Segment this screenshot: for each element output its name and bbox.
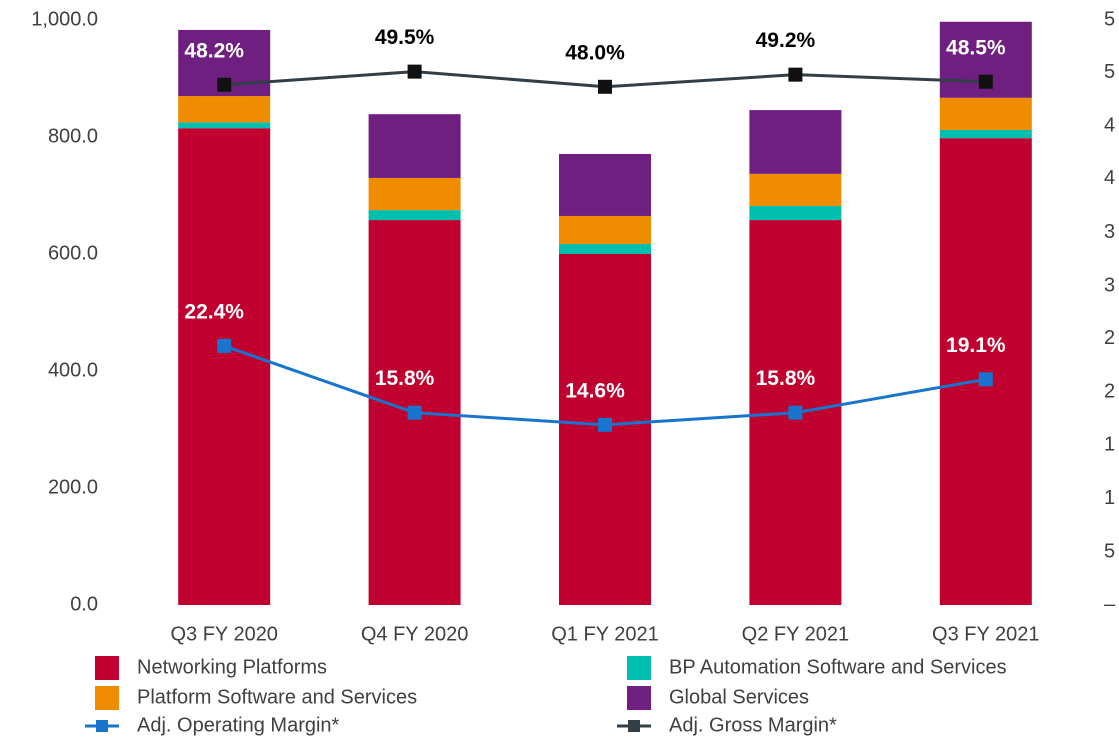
line-marker <box>217 338 232 353</box>
bar-segment <box>368 177 461 211</box>
legend-swatch <box>627 656 651 680</box>
y2-tick-label: 5 <box>1104 8 1115 30</box>
data-label: 14.6% <box>565 379 625 402</box>
line-marker <box>598 417 612 432</box>
legend-label: Platform Software and Services <box>137 686 417 708</box>
bar-segment <box>178 128 271 605</box>
data-label: 48.2% <box>184 39 244 62</box>
y-tick-label: 0.0 <box>70 593 98 615</box>
legend-swatch <box>627 686 651 710</box>
y-tick-label: 1,000.0 <box>31 8 98 30</box>
bar-segment <box>749 173 842 207</box>
bar-segment <box>368 210 461 221</box>
data-label: 15.8% <box>375 367 435 390</box>
x-tick-label: Q3 FY 2020 <box>170 623 277 645</box>
line-marker <box>788 405 803 420</box>
data-label: 48.5% <box>946 36 1006 59</box>
line-marker <box>407 64 422 79</box>
y2-tick-label: 1 <box>1104 433 1115 455</box>
legend-label: Adj. Gross Margin* <box>669 714 837 736</box>
line-marker <box>788 67 803 82</box>
y2-tick-label: 4 <box>1104 115 1115 137</box>
bar-segment <box>559 153 651 216</box>
bar-segment <box>749 206 842 221</box>
y-tick-label: 600.0 <box>48 242 98 264</box>
legend-label: Adj. Operating Margin* <box>137 714 340 736</box>
x-tick-label: Q1 FY 2021 <box>551 623 658 645</box>
y2-tick-label: – <box>1104 593 1116 615</box>
bar-segment <box>939 138 1032 606</box>
y2-tick-label: 1 <box>1104 487 1115 509</box>
bar-segment <box>939 97 1032 130</box>
legend-label: BP Automation Software and Services <box>669 656 1007 678</box>
y2-tick-label: 3 <box>1104 274 1115 296</box>
bar-segment <box>178 96 271 123</box>
legend-marker <box>628 720 640 732</box>
legend-swatch <box>95 686 119 710</box>
line-marker <box>217 77 232 92</box>
bar-segment <box>559 244 651 254</box>
bar-segment <box>368 114 461 178</box>
data-label: 49.2% <box>756 29 816 52</box>
data-label: 22.4% <box>184 300 244 323</box>
y2-tick-label: 4 <box>1104 167 1115 189</box>
legend-swatch <box>95 656 119 680</box>
line-marker <box>978 372 993 387</box>
y2-tick-label: 5 <box>1104 61 1115 83</box>
data-label: 19.1% <box>946 334 1006 357</box>
y-tick-label: 800.0 <box>48 125 98 147</box>
y2-tick-label: 2 <box>1104 327 1115 349</box>
x-tick-label: Q4 FY 2020 <box>361 623 468 645</box>
y2-tick-label: 3 <box>1104 221 1115 243</box>
legend-marker <box>96 720 108 732</box>
bar-segment <box>178 122 271 129</box>
legend-label: Networking Platforms <box>137 656 327 678</box>
data-label: 15.8% <box>756 367 816 390</box>
line-marker <box>978 74 993 89</box>
bar-segment <box>749 110 842 174</box>
bar-segment <box>939 129 1032 139</box>
legend-label: Global Services <box>669 686 809 708</box>
x-tick-label: Q2 FY 2021 <box>742 623 849 645</box>
line-marker <box>407 405 422 420</box>
x-tick-label: Q3 FY 2021 <box>932 623 1039 645</box>
y2-tick-label: 2 <box>1104 381 1115 403</box>
y-tick-label: 400.0 <box>48 359 98 381</box>
data-label: 48.0% <box>565 41 625 64</box>
data-label: 49.5% <box>375 26 435 49</box>
y2-tick-label: 5 <box>1104 541 1115 563</box>
bar-segment <box>559 215 651 245</box>
y-tick-label: 200.0 <box>48 476 98 498</box>
line-marker <box>598 79 612 94</box>
